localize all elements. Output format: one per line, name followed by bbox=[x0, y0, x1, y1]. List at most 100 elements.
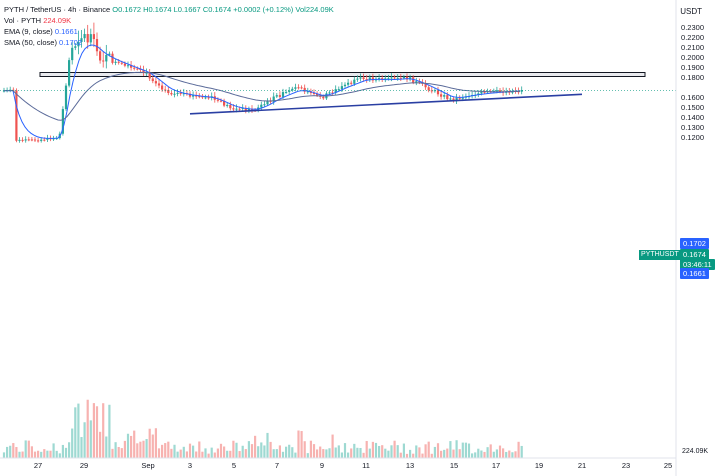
volume-bar bbox=[86, 399, 89, 458]
volume-bar bbox=[508, 450, 511, 458]
volume-bar bbox=[207, 453, 210, 458]
volume-bar bbox=[254, 435, 257, 458]
volume-bar bbox=[117, 446, 120, 458]
volume-bar bbox=[409, 449, 412, 458]
sma-value: 0.1702 bbox=[59, 38, 82, 47]
price-axis-label: 0.2300 bbox=[681, 23, 704, 32]
volume-bar bbox=[46, 450, 49, 458]
volume-bar bbox=[105, 436, 108, 458]
candle-body bbox=[378, 78, 381, 80]
candle-body bbox=[74, 46, 77, 48]
volume-bar bbox=[412, 453, 415, 458]
volume-bar bbox=[517, 441, 520, 458]
ema-line[interactable] bbox=[4, 44, 521, 139]
candle-body bbox=[30, 139, 33, 141]
support-trendline[interactable] bbox=[189, 93, 583, 115]
candle-body bbox=[145, 72, 148, 74]
time-axis-label: 7 bbox=[274, 461, 280, 470]
ticker-tag: PYTHUSDT bbox=[639, 250, 681, 260]
volume-bar bbox=[179, 449, 182, 458]
time-axis-label: 25 bbox=[663, 461, 673, 470]
candle-body bbox=[201, 96, 204, 98]
volume-bar bbox=[421, 453, 424, 458]
volume-bar bbox=[471, 453, 474, 458]
candle-body bbox=[440, 94, 443, 97]
volume-bar bbox=[68, 442, 71, 458]
volume-bar bbox=[374, 442, 378, 458]
volume-bar bbox=[176, 451, 179, 458]
volume-bar bbox=[433, 446, 436, 458]
candle-body bbox=[353, 79, 356, 84]
legend-volume-row[interactable]: Vol · PYTH 224.09K bbox=[4, 15, 334, 26]
volume-bar bbox=[64, 447, 68, 458]
candle-body bbox=[123, 63, 126, 66]
volume-bar bbox=[461, 442, 464, 458]
candle-body bbox=[92, 34, 95, 40]
volume-bar bbox=[235, 442, 238, 458]
volume-bar bbox=[291, 447, 294, 458]
candle-body bbox=[238, 108, 241, 110]
volume-bar bbox=[192, 445, 195, 458]
volume-bar bbox=[297, 430, 300, 458]
volume-bar bbox=[495, 449, 498, 458]
volume-bar bbox=[216, 448, 219, 458]
volume-bar bbox=[161, 444, 164, 458]
currency-label[interactable]: USDT bbox=[680, 7, 702, 16]
volume-bar bbox=[486, 447, 489, 458]
volume-bar bbox=[492, 451, 495, 458]
volume-bar bbox=[6, 446, 9, 458]
resistance-zone[interactable] bbox=[39, 72, 646, 77]
candle-body bbox=[281, 92, 285, 97]
price-axis-label: 0.1300 bbox=[681, 123, 704, 132]
candle-body bbox=[415, 81, 418, 83]
symbol-title[interactable]: PYTH / TetherUS · 4h · Binance bbox=[4, 5, 111, 14]
volume-bar bbox=[353, 443, 356, 458]
legend-ema-row[interactable]: EMA (9, close) 0.1661 bbox=[4, 26, 334, 37]
volume-bar bbox=[18, 451, 21, 458]
volume-bar bbox=[126, 433, 130, 458]
candle-body bbox=[495, 90, 498, 92]
volume-bar bbox=[130, 435, 133, 458]
candle-body bbox=[337, 89, 340, 91]
candle-body bbox=[229, 104, 232, 109]
candle-body bbox=[461, 97, 464, 99]
candle-body bbox=[275, 95, 278, 97]
volume-bar bbox=[74, 407, 77, 458]
candle-body bbox=[331, 92, 334, 94]
candle-body bbox=[365, 79, 368, 81]
volume-bar bbox=[24, 440, 27, 458]
price-axis-label: 0.1500 bbox=[681, 103, 704, 112]
volume-bar bbox=[170, 448, 173, 458]
candle-body bbox=[427, 87, 430, 91]
volume-bar bbox=[449, 441, 452, 458]
price-axis-label: 0.1400 bbox=[681, 113, 704, 122]
candle-body bbox=[167, 89, 170, 94]
volume-bar bbox=[123, 440, 126, 458]
candle-body bbox=[412, 77, 415, 83]
volume-bar bbox=[319, 446, 322, 458]
volume-bar bbox=[198, 441, 201, 458]
candle-body bbox=[15, 90, 18, 141]
candle-body bbox=[449, 98, 452, 100]
candle-body bbox=[424, 83, 427, 88]
volume-bar bbox=[151, 434, 154, 458]
sma-line[interactable] bbox=[4, 71, 521, 121]
candle-body bbox=[430, 90, 433, 92]
candle-body bbox=[312, 92, 316, 94]
price-axis-label: 0.1600 bbox=[681, 93, 704, 102]
volume-bar bbox=[52, 443, 55, 458]
candle-body bbox=[68, 60, 71, 86]
volume-bar bbox=[226, 450, 229, 458]
candle-body bbox=[223, 100, 226, 106]
volume-bar bbox=[99, 431, 102, 458]
candle-body bbox=[176, 92, 179, 94]
time-axis-label: 17 bbox=[491, 461, 501, 470]
legend-sma-row[interactable]: SMA (50, close) 0.1702 bbox=[4, 37, 334, 48]
candle-body bbox=[21, 139, 24, 141]
time-axis-label: 13 bbox=[405, 461, 415, 470]
candle-body bbox=[95, 39, 99, 52]
candle-body bbox=[350, 82, 353, 84]
candle-body bbox=[148, 72, 151, 79]
candle-body bbox=[294, 87, 297, 89]
